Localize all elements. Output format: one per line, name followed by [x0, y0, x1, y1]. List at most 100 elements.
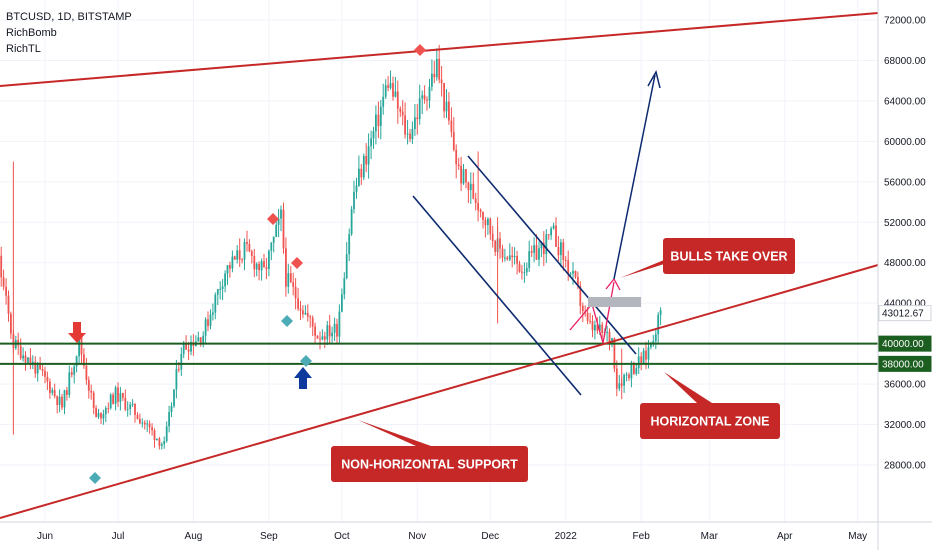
- candle-body: [326, 325, 329, 340]
- candle-body: [311, 317, 314, 327]
- candle-body: [129, 404, 132, 409]
- candle-body: [56, 396, 59, 405]
- candle-body: [418, 98, 421, 120]
- candle-body: [41, 369, 44, 371]
- candle-body: [185, 342, 187, 350]
- candle-body: [51, 390, 54, 393]
- signal-diamond-icon: [414, 44, 426, 56]
- candle-body: [168, 412, 170, 427]
- candle-body: [80, 336, 83, 355]
- candle-body: [564, 259, 567, 261]
- candle-body: [226, 265, 229, 274]
- candle-body: [221, 286, 224, 289]
- candle-body: [455, 149, 458, 165]
- candle-body: [355, 185, 358, 192]
- candle-body: [431, 73, 433, 87]
- symbol-title[interactable]: BTCUSD, 1D, BITSTAMP: [6, 11, 132, 23]
- candle-body: [136, 414, 139, 419]
- candle-body: [22, 355, 24, 359]
- candle-body: [338, 311, 341, 337]
- candle-body: [95, 408, 97, 417]
- price-tick-label: 44000.00: [884, 299, 926, 310]
- price-tick-label: 64000.00: [884, 96, 926, 107]
- candle-body: [202, 335, 205, 344]
- price-scale[interactable]: 72000.00 68000.00 64000.00 60000.00 56000.00…: [877, 0, 932, 550]
- candle-body: [472, 183, 475, 199]
- candle-body: [90, 390, 93, 393]
- candle-body: [433, 73, 436, 78]
- candle-body: [445, 101, 448, 112]
- price-scale-tag-label: 43012.67: [882, 309, 924, 320]
- candle-body: [61, 396, 63, 408]
- candle-body: [589, 320, 591, 322]
- candle-body: [479, 209, 482, 212]
- candle-body: [258, 263, 260, 271]
- candle-body: [282, 209, 285, 249]
- candle-body: [659, 310, 662, 315]
- candle-body: [248, 243, 251, 252]
- candle-body: [323, 336, 326, 340]
- candle-body: [46, 376, 49, 382]
- candle-body: [319, 338, 321, 340]
- candle-body: [423, 95, 426, 100]
- candle-body: [513, 256, 516, 258]
- candle-body: [224, 273, 226, 287]
- candle-body: [158, 438, 161, 446]
- candle-body: [2, 277, 5, 287]
- candle-body: [401, 111, 404, 116]
- candle-body: [209, 314, 212, 326]
- candle-body: [550, 228, 552, 236]
- indicator-richtl[interactable]: RichTL: [6, 43, 41, 55]
- candle-body: [572, 271, 574, 274]
- candle-body: [146, 423, 149, 425]
- candle-body: [345, 254, 348, 279]
- price-tick-label: 36000.00: [884, 380, 926, 391]
- candle-body: [542, 242, 545, 254]
- candle-body: [448, 101, 450, 121]
- candle-body: [428, 86, 431, 101]
- price-scale-background: [878, 0, 932, 550]
- candle-body: [457, 164, 460, 167]
- target-arrow-line: [613, 74, 656, 280]
- indicator-richbomb[interactable]: RichBomb: [6, 27, 57, 39]
- time-scale[interactable]: Jun Jul Aug Sep Oct Nov Dec 2022 Feb Mar Apr May: [0, 521, 932, 542]
- candle-body: [263, 261, 265, 268]
- candlestick-series: [0, 44, 662, 450]
- chart-legend: BTCUSD, 1D, BITSTAMP RichBomb RichTL: [6, 9, 132, 57]
- candle-body: [29, 357, 32, 365]
- price-tick-label: 60000.00: [884, 137, 926, 148]
- signal-diamond-icon: [291, 257, 303, 269]
- candle-body: [163, 441, 166, 445]
- candle-body: [637, 356, 640, 369]
- candle-body: [613, 338, 616, 369]
- candle-body: [506, 257, 509, 260]
- candle-body: [389, 83, 392, 88]
- candle-body: [214, 294, 217, 313]
- candle-body: [10, 313, 12, 334]
- candle-body: [180, 354, 183, 370]
- price-tick-label: 72000.00: [884, 16, 926, 27]
- candle-body: [153, 430, 156, 440]
- candle-body: [372, 131, 375, 139]
- candle-body: [117, 387, 119, 402]
- candle-body: [538, 248, 540, 260]
- candle-body: [299, 308, 302, 311]
- candle-body: [384, 85, 387, 97]
- candle-body: [545, 234, 548, 255]
- candle-body: [331, 332, 333, 337]
- candle-body: [268, 250, 270, 270]
- candle-body: [416, 117, 419, 120]
- candle-body: [598, 324, 601, 331]
- time-tick-label: May: [848, 531, 867, 542]
- candle-body: [396, 91, 399, 109]
- candle-body: [156, 438, 158, 440]
- candle-body: [370, 138, 372, 147]
- candle-body: [7, 295, 10, 314]
- candle-body: [521, 271, 523, 273]
- candle-body: [452, 131, 455, 150]
- time-tick-label: 2022: [555, 531, 578, 542]
- candle-body: [316, 335, 319, 339]
- candle-body: [272, 236, 275, 243]
- candle-body: [630, 365, 633, 379]
